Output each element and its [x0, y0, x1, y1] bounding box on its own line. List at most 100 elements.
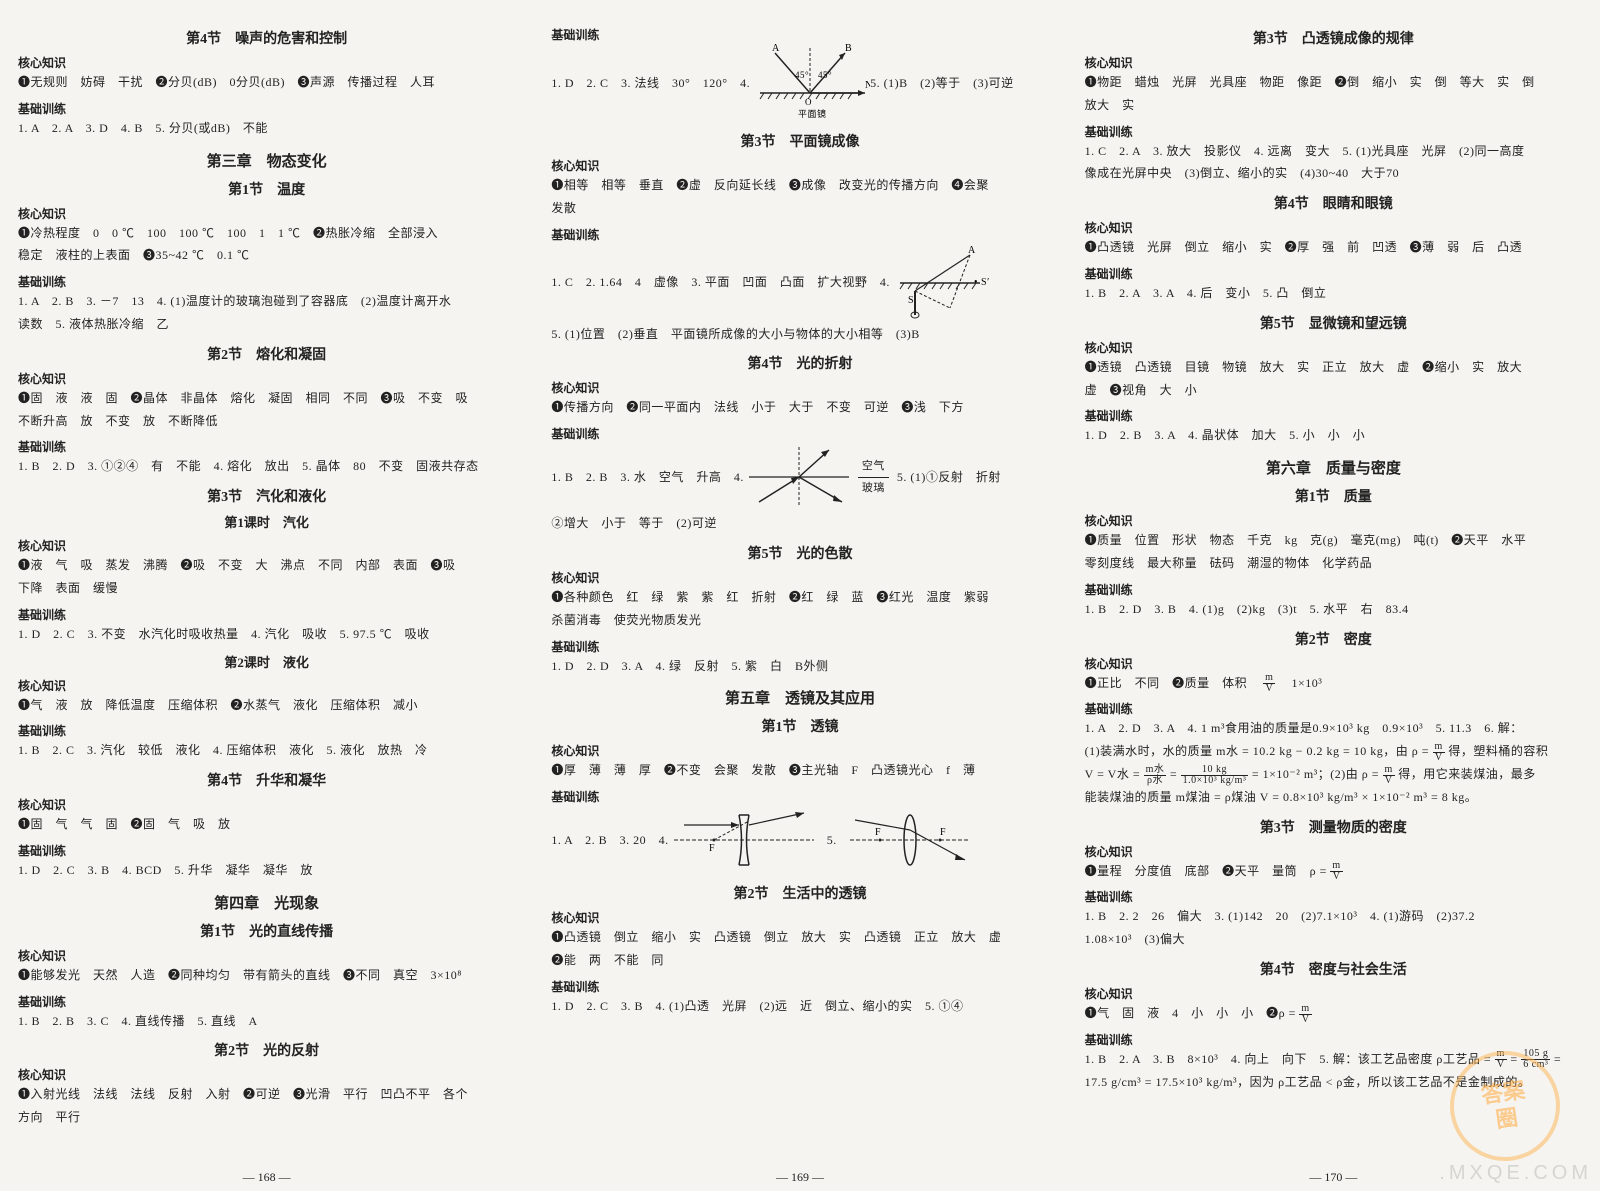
lens-diagram-row: 1. A 2. B 3. 20 4. F 5. F F: [551, 805, 1048, 875]
watermark-text: .MXQE.COM: [1439, 1162, 1592, 1185]
text-line: 虚 ❸视角 大 小: [1085, 379, 1582, 402]
refraction-diagram-icon: [744, 442, 854, 512]
column-left: 第4节 噪声的危害和控制 核心知识 ❶无规则 妨碍 干扰 ❷分贝(dB) 0分贝…: [0, 0, 533, 1191]
core-label: 核心知识: [1085, 655, 1582, 672]
svg-text:S: S: [908, 295, 914, 306]
base-label: 基础训练: [18, 606, 515, 623]
text-line: ❶冷热程度 0 0 ℃ 100 100 ℃ 100 1 1 ℃ ❷热胀冷缩 全部…: [18, 222, 515, 245]
svg-text:F: F: [875, 827, 881, 838]
mirror-diagram-row: 1. C 2. 1.64 4 虚像 3. 平面 凹面 凸面 扩大视野 4. A …: [551, 243, 1048, 323]
text-line: 1.08×10³ (3)偏大: [1085, 928, 1582, 951]
c2-ch5s1-title: 第1节 透镜: [551, 716, 1048, 736]
c3-s3-title: 第3节 凸透镜成像的规律: [1085, 28, 1582, 48]
c1-ch3s4-title: 第4节 升华和凝华: [18, 770, 515, 790]
text-line: ②增大 小于 等于 (2)可逆: [551, 512, 1048, 535]
base-label: 基础训练: [18, 993, 515, 1010]
text-line: ❶无规则 妨碍 干扰 ❷分贝(dB) 0分贝(dB) ❸声源 传播过程 人耳: [18, 71, 515, 94]
svg-text:平面镜: 平面镜: [798, 108, 827, 119]
text-line: 像成在光屏中央 (3)倒立、缩小的实 (4)30~40 大于70: [1085, 162, 1582, 185]
text-line: ❶固 气 气 固 ❷固 气 吸 放: [18, 813, 515, 836]
base-label: 基础训练: [1085, 407, 1582, 424]
c3-s4-title: 第4节 眼睛和眼镜: [1085, 193, 1582, 213]
core-label: 核心知识: [551, 379, 1048, 396]
c3-ch6s3-title: 第3节 测量物质的密度: [1085, 817, 1582, 837]
text-line: ❶气 固 液 4 小 小 小 ❷ρ = mV: [1085, 1002, 1582, 1025]
text-line: ❶正比 不同 ❷质量 体积: [1085, 676, 1260, 690]
c3-s5-title: 第5节 显微镜和望远镜: [1085, 313, 1582, 333]
fraction-m-over-v: mV: [1433, 742, 1445, 763]
reflection-diagram-row: 1. D 2. C 3. 法线 30° 120° 4. A B O N 45° …: [551, 43, 1048, 123]
c2-ch5s2-title: 第2节 生活中的透镜: [551, 883, 1048, 903]
text-line: 1. A 2. A 3. D 4. B 5. 分贝(或dB) 不能: [18, 117, 515, 140]
text-line: 1. D 2. D 3. A 4. 绿 反射 5. 紫 白 B外侧: [551, 655, 1048, 678]
text-line: 1. B 2. D 3. B 4. (1)g (2)kg (3)t 5. 水平 …: [1085, 598, 1582, 621]
core-label: 核心知识: [18, 370, 515, 387]
base-label: 基础训练: [18, 842, 515, 859]
text-line: 不断升高 放 不变 放 不断降低: [18, 410, 515, 433]
fraction-m-over-v: mV: [1383, 765, 1395, 786]
c1-ch3s1-title: 第1节 温度: [18, 179, 515, 199]
text-line: 1. D 2. C 3. B 4. (1)凸透 光屏 (2)远 近 倒立、缩小的…: [551, 995, 1048, 1018]
refraction-media-label: 空气 玻璃: [858, 456, 889, 499]
core-label: 核心知识: [18, 947, 515, 964]
text-line: 1. C 2. 1.64 4 虚像 3. 平面 凹面 凸面 扩大视野 4.: [551, 271, 890, 294]
core-label: 核心知识: [1085, 219, 1582, 236]
svg-text:B: B: [845, 43, 852, 54]
base-label: 基础训练: [551, 26, 1048, 43]
text-line: 放大 实: [1085, 94, 1582, 117]
concave-lens-diagram-icon: F: [669, 805, 819, 875]
c2-s5-title: 第5节 光的色散: [551, 543, 1048, 563]
base-label: 基础训练: [551, 226, 1048, 243]
text-line: 1. D 2. C 3. 不变 水汽化时吸收热量 4. 汽化 吸收 5. 97.…: [18, 623, 515, 646]
text-line: 1. B 2. B 3. 水 空气 升高 4.: [551, 466, 744, 489]
c1-ch3-title: 第三章 物态变化: [18, 150, 515, 171]
core-label: 核心知识: [18, 205, 515, 222]
c3-ch6s1-title: 第1节 质量: [1085, 486, 1582, 506]
base-label: 基础训练: [1085, 700, 1582, 717]
text-line: V = V水 = m水ρ水 = 10 kg1.0×10³ kg/m³ = 1×1…: [1085, 763, 1582, 786]
text-line: 杀菌消毒 使荧光物质发光: [551, 609, 1048, 632]
base-label: 基础训练: [18, 438, 515, 455]
text-line: 发散: [551, 197, 1048, 220]
text-line: ❶液 气 吸 蒸发 沸腾 ❷吸 不变 大 沸点 不同 内部 表面 ❸吸: [18, 554, 515, 577]
text-line: ❶气 液 放 降低温度 压缩体积 ❷水蒸气 液化 压缩体积 减小: [18, 694, 515, 717]
core-label: 核心知识: [1085, 512, 1582, 529]
text-line: 1. C 2. A 3. 放大 投影仪 4. 远离 变大 5. (1)光具座 光…: [1085, 140, 1582, 163]
convex-lens-diagram-icon: F F: [845, 805, 975, 875]
text-line: 能装煤油的质量 m煤油 = ρ煤油 V = 0.8×10³ kg/m³ × 1×…: [1085, 786, 1582, 809]
core-label: 核心知识: [1085, 843, 1582, 860]
text-line: ❶凸透镜 倒立 缩小 实 凸透镜 倒立 放大 实 凸透镜 正立 放大 虚: [551, 926, 1048, 949]
base-label: 基础训练: [551, 978, 1048, 995]
text-line: ❶透镜 凸透镜 目镜 物镜 放大 实 正立 放大 虚 ❷缩小 实 放大: [1085, 356, 1582, 379]
text-line: ❶传播方向 ❷同一平面内 法线 小于 大于 不变 可逆 ❸浅 下方: [551, 396, 1048, 419]
text-line: 读数 5. 液体热胀冷缩 乙: [18, 313, 515, 336]
text-line: ❶量程 分度值 底部 ❷天平 量筒 ρ = mV: [1085, 860, 1582, 883]
text-line: 方向 平行: [18, 1106, 515, 1129]
fraction-m-over-v: mV: [1299, 1004, 1311, 1025]
fraction-10kg: 10 kg1.0×10³ kg/m³: [1181, 765, 1249, 786]
c2-ch5-title: 第五章 透镜及其应用: [551, 687, 1048, 708]
svg-text:45°: 45°: [795, 70, 809, 80]
core-label: 核心知识: [551, 569, 1048, 586]
text-line: ❶物距 蜡烛 光屏 光具座 物距 像距 ❷倒 缩小 实 倒 等大 实 倒: [1085, 71, 1582, 94]
text-line: 稳定 液柱的上表面 ❸35~42 ℃ 0.1 ℃: [18, 244, 515, 267]
column-middle: 基础训练 1. D 2. C 3. 法线 30° 120° 4. A B O N…: [533, 0, 1066, 1191]
base-label: 基础训练: [18, 100, 515, 117]
core-label: 核心知识: [18, 54, 515, 71]
text-line: 1. B 2. D 3. ①②④ 有 不能 4. 熔化 放出 5. 晶体 80 …: [18, 455, 515, 478]
text-line: (1)装满水时，水的质量 m水 = 10.2 kg − 0.2 kg = 10 …: [1085, 740, 1582, 763]
c3-ch6s4-title: 第4节 密度与社会生活: [1085, 959, 1582, 979]
text-line: 5. (1)①反射 折射: [897, 466, 1001, 489]
c1-sec4-title: 第4节 噪声的危害和控制: [18, 28, 515, 48]
base-label: 基础训练: [18, 722, 515, 739]
reflection-diagram-icon: A B O N 45° 45° 平面镜: [750, 43, 870, 123]
core-label: 核心知识: [1085, 339, 1582, 356]
text-line: 1. D 2. B 3. A 4. 晶状体 加大 5. 小 小 小: [1085, 424, 1582, 447]
c3-ch6-title: 第六章 质量与密度: [1085, 457, 1582, 478]
svg-text:A: A: [772, 43, 780, 54]
c3-ch6s2-title: 第2节 密度: [1085, 629, 1582, 649]
base-label: 基础训练: [1085, 1031, 1582, 1048]
base-label: 基础训练: [1085, 265, 1582, 282]
svg-text:F: F: [709, 843, 715, 854]
base-label: 基础训练: [551, 638, 1048, 655]
